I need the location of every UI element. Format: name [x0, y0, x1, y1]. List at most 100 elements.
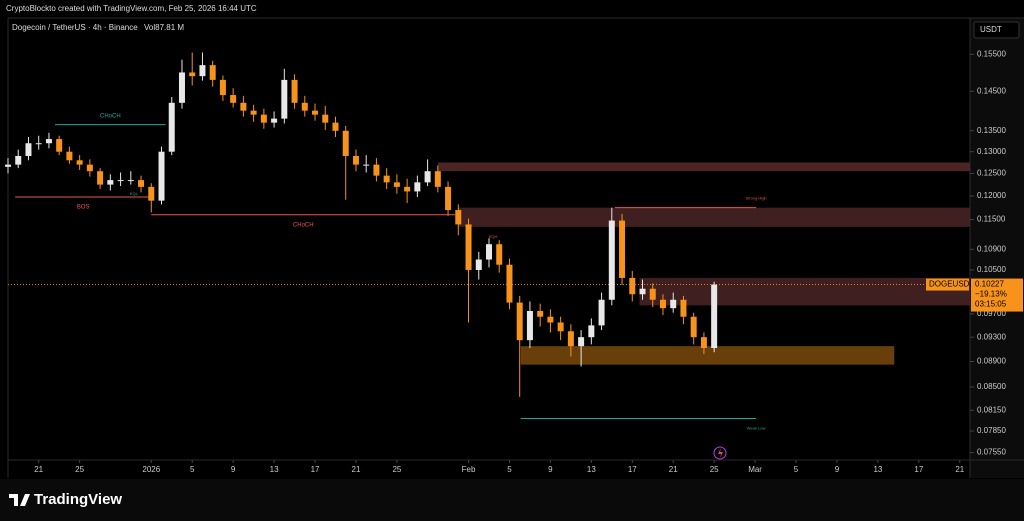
candle-body	[35, 143, 42, 145]
x-tick-label: 21	[955, 465, 964, 474]
y-tick-label: 0.15500	[977, 49, 1006, 58]
y-tick-label: 0.14500	[977, 86, 1006, 95]
level-label: Weak Low	[747, 426, 766, 431]
price-tag-countdown: 03:15:05	[975, 300, 1007, 309]
y-tick-label: 0.07550	[977, 448, 1006, 457]
candle-body	[138, 180, 145, 187]
level-label: CHoCH	[100, 113, 121, 119]
y-tick-label: 0.08900	[977, 357, 1006, 366]
candle-body	[496, 244, 503, 265]
candle-body	[5, 164, 11, 167]
candle-body	[86, 164, 93, 172]
marker-label: EQH	[489, 234, 498, 239]
candle-body	[332, 122, 339, 131]
level-label: Strong High	[746, 196, 767, 201]
candle-body	[301, 102, 308, 111]
x-tick-label: 17	[914, 465, 923, 474]
candle-body	[619, 220, 626, 278]
candle-body	[219, 79, 226, 96]
candle-body	[506, 264, 513, 303]
y-tick-label: 0.08500	[977, 382, 1006, 391]
candle-body	[516, 302, 523, 341]
symbol-tag-label: DOGEUSDT	[929, 280, 974, 289]
candle-body	[25, 143, 32, 156]
price-axis	[970, 18, 1024, 478]
candle-body	[670, 299, 677, 309]
x-tick-label: 21	[34, 465, 43, 474]
candle-body	[199, 65, 206, 77]
x-tick-label: 25	[75, 465, 84, 474]
x-tick-label: 13	[587, 465, 596, 474]
candle-body	[281, 79, 288, 119]
candle-body	[373, 164, 380, 176]
candle-body	[475, 259, 482, 270]
x-tick-label: 21	[352, 465, 361, 474]
zone	[437, 162, 970, 172]
zone	[458, 207, 970, 227]
y-tick-label: 0.12500	[977, 169, 1006, 178]
candle-body	[588, 325, 595, 338]
marker-label: EQL	[130, 191, 139, 196]
x-tick-label: 5	[794, 465, 799, 474]
zone	[520, 346, 895, 365]
candle-body	[230, 95, 237, 103]
x-tick-label: 17	[311, 465, 320, 474]
y-tick-label: 0.07850	[977, 426, 1006, 435]
symbol: Dogecoin / TetherUS · 4h · Binance	[12, 23, 138, 32]
candle-body	[107, 180, 114, 185]
candle-body	[127, 180, 134, 182]
candle-body	[240, 102, 247, 111]
candle-body	[209, 65, 216, 80]
candle-body	[322, 114, 329, 123]
candle-body	[66, 151, 73, 161]
candle-body	[291, 79, 298, 103]
x-tick-label: 9	[835, 465, 840, 474]
y-tick-label: 0.13500	[977, 126, 1006, 135]
candle-body	[465, 224, 472, 270]
y-tick-label: 0.13000	[977, 147, 1006, 156]
candle-body	[312, 110, 319, 115]
candle-body	[445, 186, 452, 211]
candle-body	[117, 180, 124, 182]
price-tag-value: 0.10227	[975, 280, 1004, 289]
candle-body	[659, 299, 666, 309]
candle-body	[414, 182, 421, 192]
x-tick-label: Mar	[748, 465, 762, 474]
candle-body	[700, 337, 707, 348]
x-tick-label: 9	[231, 465, 236, 474]
y-tick-label: 0.09700	[977, 309, 1006, 318]
x-tick-label: 25	[392, 465, 401, 474]
x-tick-label: 2026	[142, 465, 160, 474]
y-tick-label: 0.08150	[977, 405, 1006, 414]
candle-body	[629, 277, 636, 295]
y-tick-label: 0.12000	[977, 191, 1006, 200]
candle-body	[158, 151, 165, 201]
candle-body	[363, 164, 370, 166]
candle-body	[649, 288, 656, 300]
price-tag	[971, 278, 1023, 312]
x-tick-label: 5	[190, 465, 195, 474]
x-tick-label: 13	[873, 465, 882, 474]
candle-body	[526, 311, 533, 341]
x-tick-label: 13	[270, 465, 279, 474]
candle-body	[97, 171, 104, 185]
candle-body	[352, 155, 359, 165]
candle-body	[383, 175, 390, 183]
candle-body	[486, 244, 492, 260]
y-tick-label: 0.11500	[977, 215, 1006, 224]
brand: TradingView	[34, 491, 122, 508]
alert-icon[interactable]	[713, 446, 727, 460]
level-label: BOS	[77, 205, 90, 211]
currency-box[interactable]	[973, 21, 1020, 39]
candle-body	[76, 160, 83, 165]
candle-body	[148, 186, 155, 201]
y-tick-label: 0.09300	[977, 332, 1006, 341]
footer	[0, 479, 1024, 521]
price-tag-change: −19.13%	[975, 290, 1007, 299]
candle-body	[639, 288, 646, 295]
y-tick-label: 0.10900	[977, 244, 1006, 253]
candle-body	[537, 311, 544, 317]
candle-body	[404, 186, 411, 192]
